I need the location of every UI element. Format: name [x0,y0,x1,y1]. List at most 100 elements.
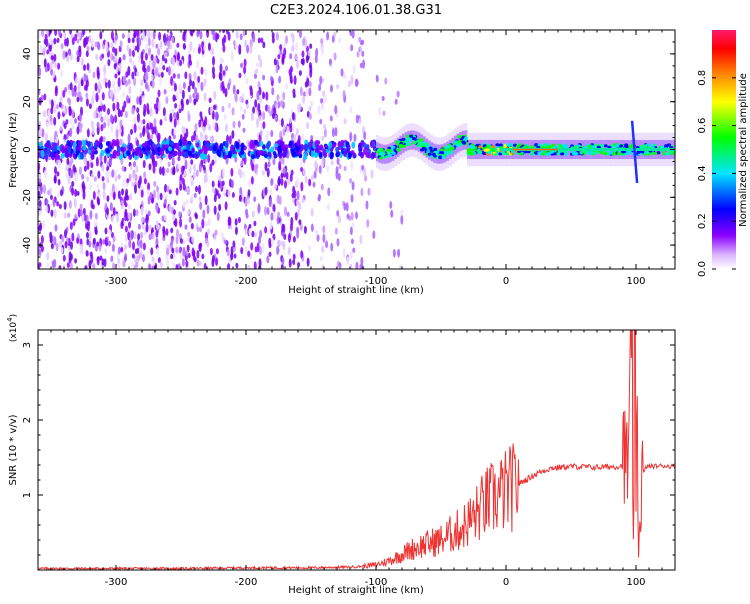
heatmap-cell [218,174,222,182]
heatmap-cell [196,249,200,259]
heatmap-cell [143,177,147,185]
heatmap-cell [280,263,284,269]
heatmap-cell [73,85,77,92]
heatmap-cell [84,265,88,269]
heatmap-cell [274,143,279,148]
heatmap-cell [224,123,228,133]
heatmap-cell [253,164,257,174]
heatmap-cell [282,124,286,131]
heatmap-cell [212,34,216,41]
heatmap-cell [83,37,87,48]
heatmap-cell [305,55,309,64]
heatmap-cell [181,258,185,267]
heatmap-cell [163,199,167,205]
heatmap-cell [194,87,198,95]
heatmap-cell [170,237,174,245]
heatmap-cell [94,228,98,235]
heatmap-cell [53,99,57,108]
heatmap-cell [140,231,144,239]
heatmap-cell [456,143,461,148]
heatmap-cell [150,54,154,61]
heatmap-cell [97,42,101,51]
heatmap-cell [244,197,248,208]
heatmap-cell [298,219,302,226]
heatmap-cell [286,211,290,217]
heatmap-cell [60,152,65,159]
heatmap-cell [117,174,121,180]
heatmap-cell [192,47,196,53]
heatmap-cell [191,247,195,257]
heatmap-cell [150,134,154,140]
heatmap-cell [211,47,215,56]
heatmap-cell [128,239,132,249]
heatmap-cell [542,143,547,147]
heatmap-cell [411,136,416,141]
heatmap-cell [163,214,167,222]
y-tick-label: 0 [22,146,33,152]
heatmap-cell [161,215,165,222]
heatmap-cell [349,106,353,114]
heatmap-cell [81,180,85,190]
heatmap-cell [173,112,177,119]
heatmap-cell [179,183,183,191]
heatmap-cell [39,222,43,231]
heatmap-cell [168,146,173,152]
x-tick-label: 100 [626,276,645,287]
heatmap-cell [150,233,154,240]
heatmap-cell [202,164,206,171]
heatmap-cell [89,210,93,220]
heatmap-cell [372,230,376,240]
heatmap-cell [94,220,98,228]
heatmap-cell [110,123,114,133]
heatmap-cell [144,52,148,61]
heatmap-cell [208,97,212,103]
heatmap-cell [88,103,92,110]
heatmap-cell [235,262,239,269]
heatmap-cell [147,140,152,147]
heatmap-cell [238,72,242,79]
heatmap-cell [131,60,135,67]
heatmap-cell [156,247,160,256]
heatmap-cell [363,131,367,140]
heatmap-cell [315,47,319,58]
heatmap-cell [63,122,67,130]
heatmap-cell [279,44,283,51]
heatmap-cell [255,118,259,128]
heatmap-cell [254,73,258,80]
heatmap-cell [131,71,135,80]
heatmap-cell [111,243,115,253]
heatmap-cell [131,261,135,268]
heatmap-cell [218,203,222,212]
heatmap-cell [268,199,272,208]
snr-y-axis-label: SNR (10 * v/v) [8,414,19,485]
heatmap-cell [62,89,66,98]
heatmap-cell [418,142,423,146]
heatmap-cell [351,181,355,191]
heatmap-cell [70,33,74,39]
heatmap-cell [620,150,625,154]
colorbar-tick-label: 0.4 [697,165,708,181]
heatmap-cell [246,44,250,54]
heatmap-cell [303,144,308,150]
heatmap-cell [182,246,186,257]
heatmap-cell [294,54,298,61]
colorbar-tick-label: 0.6 [697,118,708,134]
heatmap-cell [74,117,78,124]
heatmap-cell [277,178,281,187]
heatmap-cell [162,64,166,71]
heatmap-cell [185,199,189,205]
heatmap-cell [129,57,133,64]
heatmap-cell [322,148,327,156]
heatmap-cell [283,146,288,154]
heatmap-cell [600,143,605,148]
heatmap-cell [359,234,363,245]
heatmap-cell [337,214,341,224]
heatmap-cell [238,44,242,52]
heatmap-cell [50,107,54,115]
heatmap-cell [52,198,56,207]
heatmap-cell [593,143,598,147]
heatmap-cell [302,91,306,97]
heatmap-cell [335,166,339,175]
heatmap-cell [217,193,221,199]
heatmap-cell [164,58,168,64]
